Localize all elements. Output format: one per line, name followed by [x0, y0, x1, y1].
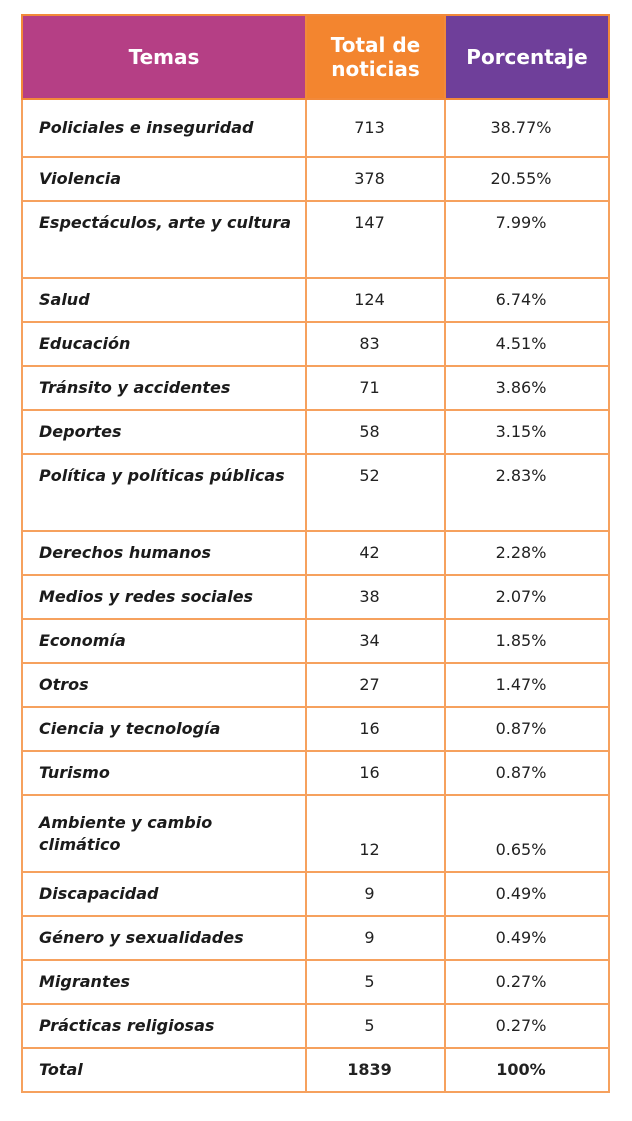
- row-tema: Deportes: [21, 409, 307, 455]
- row-total: 42: [305, 530, 446, 576]
- row-total: 378: [305, 156, 446, 202]
- row-tema: Género y sexualidades: [21, 915, 307, 961]
- table-row: Economía 34 1.85%: [21, 618, 610, 664]
- row-total: 83: [305, 321, 446, 367]
- row-tema: Ciencia y tecnología: [21, 706, 307, 752]
- row-porcentaje: 0.65%: [444, 794, 610, 873]
- row-porcentaje: 6.74%: [444, 277, 610, 323]
- row-porcentaje: 2.83%: [444, 453, 610, 532]
- table-header-row: Temas Total de noticias Porcentaje: [21, 14, 610, 100]
- row-total: 71: [305, 365, 446, 411]
- row-total: 34: [305, 618, 446, 664]
- row-total: 52: [305, 453, 446, 532]
- table-row: Medios y redes sociales 38 2.07%: [21, 574, 610, 620]
- row-porcentaje: 7.99%: [444, 200, 610, 279]
- table-row: Prácticas religiosas 5 0.27%: [21, 1003, 610, 1049]
- row-tema: Ambiente y cambio climático: [21, 794, 307, 873]
- row-total: 147: [305, 200, 446, 279]
- table-row: Educación 83 4.51%: [21, 321, 610, 367]
- table-row: Ciencia y tecnología 16 0.87%: [21, 706, 610, 752]
- row-porcentaje: 3.86%: [444, 365, 610, 411]
- row-tema: Migrantes: [21, 959, 307, 1005]
- row-total: 58: [305, 409, 446, 455]
- row-total: 9: [305, 915, 446, 961]
- row-porcentaje: 20.55%: [444, 156, 610, 202]
- row-tema: Turismo: [21, 750, 307, 796]
- row-total: 16: [305, 750, 446, 796]
- row-total: 124: [305, 277, 446, 323]
- topics-table-container: Temas Total de noticias Porcentaje Polic…: [21, 14, 610, 1093]
- row-porcentaje: 0.87%: [444, 706, 610, 752]
- row-tema: Discapacidad: [21, 871, 307, 917]
- row-porcentaje: 0.87%: [444, 750, 610, 796]
- table-row: Tránsito y accidentes 71 3.86%: [21, 365, 610, 411]
- row-total: 38: [305, 574, 446, 620]
- row-porcentaje: 0.27%: [444, 1003, 610, 1049]
- header-porcentaje: Porcentaje: [444, 14, 610, 100]
- row-tema: Otros: [21, 662, 307, 708]
- row-total: 9: [305, 871, 446, 917]
- row-porcentaje: 1.85%: [444, 618, 610, 664]
- table-row: Otros 27 1.47%: [21, 662, 610, 708]
- row-tema: Política y políticas públicas: [21, 453, 307, 532]
- table-row: Discapacidad 9 0.49%: [21, 871, 610, 917]
- row-porcentaje: 3.15%: [444, 409, 610, 455]
- row-porcentaje: 0.27%: [444, 959, 610, 1005]
- row-total: 713: [305, 98, 446, 158]
- table-row: Policiales e inseguridad 713 38.77%: [21, 98, 610, 158]
- row-tema: Salud: [21, 277, 307, 323]
- table-row: Migrantes 5 0.27%: [21, 959, 610, 1005]
- row-total: 12: [305, 794, 446, 873]
- row-porcentaje: 0.49%: [444, 871, 610, 917]
- total-label: Total: [21, 1047, 307, 1093]
- row-tema: Espectáculos, arte y cultura: [21, 200, 307, 279]
- row-tema: Derechos humanos: [21, 530, 307, 576]
- table-row: Violencia 378 20.55%: [21, 156, 610, 202]
- row-total: 5: [305, 1003, 446, 1049]
- total-porcentaje: 100%: [444, 1047, 610, 1093]
- row-tema: Violencia: [21, 156, 307, 202]
- table-row: Espectáculos, arte y cultura 147 7.99%: [21, 200, 610, 279]
- header-total-noticias: Total de noticias: [305, 14, 446, 100]
- row-total: 27: [305, 662, 446, 708]
- topics-table: Temas Total de noticias Porcentaje Polic…: [21, 14, 610, 1093]
- row-porcentaje: 1.47%: [444, 662, 610, 708]
- row-porcentaje: 0.49%: [444, 915, 610, 961]
- table-row: Salud 124 6.74%: [21, 277, 610, 323]
- row-tema: Educación: [21, 321, 307, 367]
- row-tema: Policiales e inseguridad: [21, 98, 307, 158]
- table-row: Turismo 16 0.87%: [21, 750, 610, 796]
- table-row: Política y políticas públicas 52 2.83%: [21, 453, 610, 532]
- row-porcentaje: 2.07%: [444, 574, 610, 620]
- row-porcentaje: 4.51%: [444, 321, 610, 367]
- total-count: 1839: [305, 1047, 446, 1093]
- row-tema: Medios y redes sociales: [21, 574, 307, 620]
- row-tema: Economía: [21, 618, 307, 664]
- row-tema: Prácticas religiosas: [21, 1003, 307, 1049]
- header-temas: Temas: [21, 14, 307, 100]
- table-row: Deportes 58 3.15%: [21, 409, 610, 455]
- row-tema: Tránsito y accidentes: [21, 365, 307, 411]
- table-row: Género y sexualidades 9 0.49%: [21, 915, 610, 961]
- table-row: Derechos humanos 42 2.28%: [21, 530, 610, 576]
- table-row: Ambiente y cambio climático 12 0.65%: [21, 794, 610, 873]
- row-porcentaje: 38.77%: [444, 98, 610, 158]
- row-porcentaje: 2.28%: [444, 530, 610, 576]
- total-row: Total 1839 100%: [21, 1047, 610, 1093]
- row-total: 5: [305, 959, 446, 1005]
- row-total: 16: [305, 706, 446, 752]
